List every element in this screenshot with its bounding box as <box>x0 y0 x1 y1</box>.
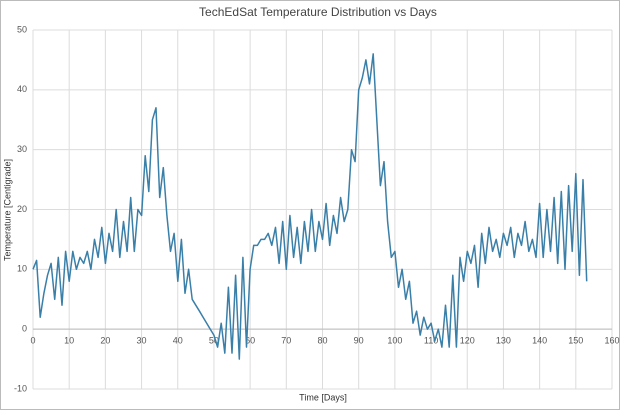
chart-title: TechEdSat Temperature Distribution vs Da… <box>199 5 437 19</box>
x-tick-label: 40 <box>173 336 183 346</box>
x-tick-label: 50 <box>209 336 219 346</box>
x-tick-label: 160 <box>604 336 619 346</box>
y-tick-label: 40 <box>17 84 27 94</box>
x-tick-label: 10 <box>64 336 74 346</box>
y-tick-label: 20 <box>17 204 27 214</box>
x-tick-label: 100 <box>387 336 402 346</box>
x-tick-label: 30 <box>137 336 147 346</box>
y-tick-label: 30 <box>17 144 27 154</box>
x-tick-label: 20 <box>100 336 110 346</box>
y-tick-label: -10 <box>14 383 27 393</box>
x-tick-label: 90 <box>354 336 364 346</box>
data-line <box>32 53 588 360</box>
x-tick-label: 140 <box>532 336 547 346</box>
y-tick-label: 0 <box>22 324 27 334</box>
y-tick-label: 10 <box>17 264 27 274</box>
y-tick-label: 50 <box>17 24 27 34</box>
x-axis-title: Time [Days] <box>299 392 347 402</box>
x-tick-label: 0 <box>30 336 35 346</box>
y-axis-title: Temperature [Centigrade] <box>2 159 12 261</box>
x-tick-label: 130 <box>496 336 511 346</box>
x-tick-label: 110 <box>424 336 438 346</box>
x-tick-label: 70 <box>281 336 291 346</box>
x-tick-label: 80 <box>317 336 327 346</box>
x-tick-label: 150 <box>568 336 583 346</box>
x-tick-label: 60 <box>245 336 255 346</box>
x-tick-label: 120 <box>460 336 475 346</box>
